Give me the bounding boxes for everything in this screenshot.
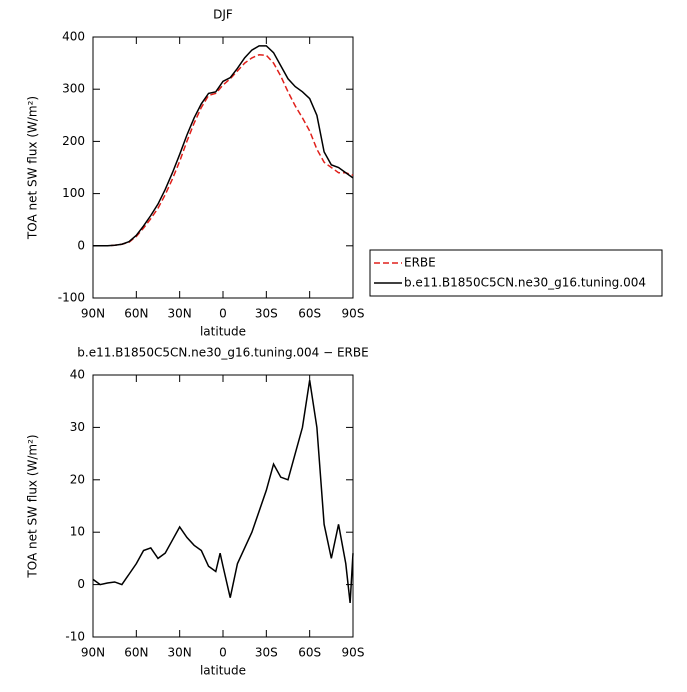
legend-label: b.e11.B1850C5CN.ne30_g16.tuning.004: [404, 276, 646, 290]
chart-title: DJF: [213, 8, 233, 22]
y-tick-label: 300: [62, 82, 85, 96]
y-tick-label: 10: [70, 525, 85, 539]
data-line: [93, 45, 354, 247]
y-tick-label: 20: [70, 472, 85, 486]
plot-frame: [92, 374, 354, 638]
x-axis-label: latitude: [200, 664, 246, 678]
x-tick-label: 60S: [298, 307, 321, 321]
y-tick-label: 400: [62, 30, 85, 44]
y-axis-label: TOA net SW flux (W/m²): [26, 434, 40, 578]
x-tick-label: 90N: [81, 307, 105, 321]
y-tick-label: 100: [62, 186, 85, 200]
y-tick-label: 40: [70, 368, 85, 382]
y-tick-label: -100: [58, 291, 85, 305]
y-tick-label: 200: [62, 134, 85, 148]
x-tick-label: 30N: [168, 646, 192, 660]
y-tick-label: 30: [70, 420, 85, 434]
y-tick-label: 0: [77, 238, 85, 252]
y-axis-label: TOA net SW flux (W/m²): [26, 96, 40, 240]
legend-label: ERBE: [404, 256, 436, 270]
x-tick-label: 90S: [342, 307, 365, 321]
x-tick-label: 0: [219, 646, 227, 660]
x-tick-label: 60N: [124, 307, 148, 321]
x-tick-label: 60N: [124, 646, 148, 660]
legend-box: [369, 249, 663, 297]
x-tick-label: 60S: [298, 646, 321, 660]
x-tick-label: 30N: [168, 307, 192, 321]
chart-title: b.e11.B1850C5CN.ne30_g16.tuning.004 − ER…: [77, 346, 368, 360]
x-tick-label: 90N: [81, 646, 105, 660]
plot-frame: [92, 36, 354, 299]
x-axis-label: latitude: [200, 325, 246, 339]
data-line: [93, 53, 354, 247]
x-tick-label: 0: [219, 307, 227, 321]
x-tick-label: 30S: [255, 646, 278, 660]
x-tick-label: 30S: [255, 307, 278, 321]
y-tick-label: 0: [77, 577, 85, 591]
y-tick-label: -10: [65, 630, 85, 644]
data-line: [92, 380, 354, 604]
x-tick-label: 90S: [342, 646, 365, 660]
